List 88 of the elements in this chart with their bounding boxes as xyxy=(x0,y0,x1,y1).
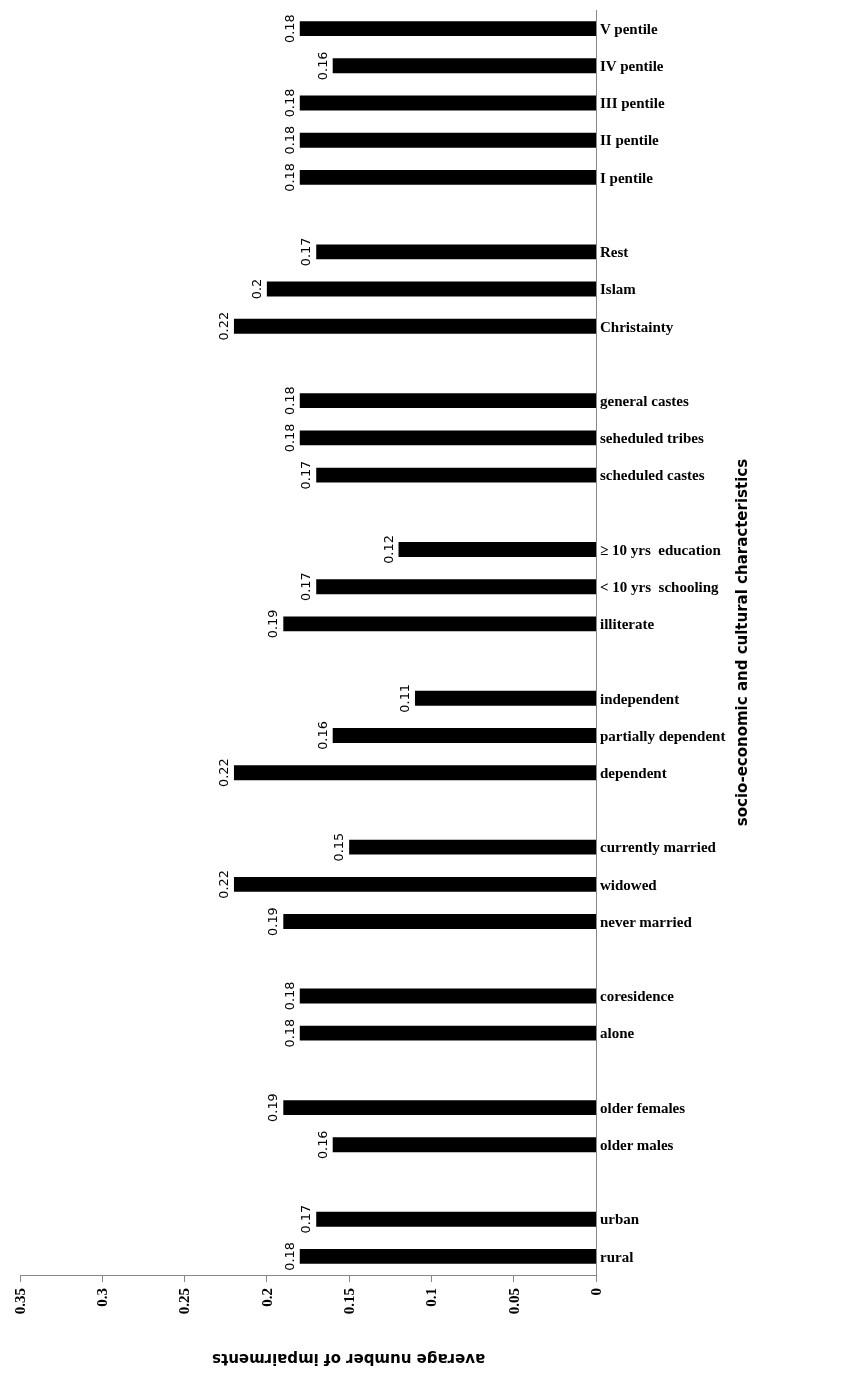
bar xyxy=(398,542,596,557)
y-tick-label: I pentile xyxy=(600,169,654,186)
bar xyxy=(316,579,596,595)
y-tick-label: illiterate xyxy=(600,616,655,633)
data-label: 0.19 xyxy=(265,1093,281,1122)
bar xyxy=(299,95,596,111)
data-label: 0.2 xyxy=(248,278,264,300)
data-label: 0.18 xyxy=(281,1018,297,1048)
data-label: 0.22 xyxy=(215,311,231,341)
bar xyxy=(266,281,596,297)
data-label: 0.19 xyxy=(265,907,281,936)
data-label: 0.16 xyxy=(314,1130,330,1160)
x-tick-label: 0.1 xyxy=(423,1288,440,1307)
y-tick-label: older females xyxy=(600,1099,686,1116)
data-label: 0.18 xyxy=(281,386,297,415)
y-tick-label: widowed xyxy=(600,876,658,893)
data-label: 0.18 xyxy=(281,1242,297,1271)
bar xyxy=(332,728,596,743)
bar xyxy=(299,430,596,446)
data-label: 0.17 xyxy=(298,572,314,602)
bar xyxy=(414,690,596,706)
x-tick-label: 0.05 xyxy=(505,1288,522,1315)
bar xyxy=(283,616,596,632)
data-label: 0.11 xyxy=(396,683,412,713)
y-tick-label: V pentile xyxy=(600,20,658,37)
y-tick-label: never married xyxy=(600,913,693,930)
x-tick-label: 0.2 xyxy=(258,1288,275,1307)
data-label: 0.18 xyxy=(281,14,297,43)
data-label: 0.18 xyxy=(281,88,297,118)
bar xyxy=(233,876,596,892)
y-tick-label: general castes xyxy=(600,392,689,409)
y-tick-label: Christainty xyxy=(600,318,674,335)
y-tick-label: II pentile xyxy=(600,132,660,149)
bar xyxy=(299,169,596,185)
y-tick-label: alone xyxy=(600,1025,635,1042)
x-tick-label: 0.15 xyxy=(341,1288,358,1315)
y-tick-label: independent xyxy=(600,690,680,707)
data-label: 0.18 xyxy=(281,981,297,1011)
bar xyxy=(299,1025,596,1041)
bar xyxy=(299,1248,596,1264)
data-label: 0.22 xyxy=(215,758,231,788)
data-label: 0.19 xyxy=(265,609,281,639)
data-label: 0.18 xyxy=(281,163,297,192)
x-tick-label: 0 xyxy=(587,1288,604,1296)
y-tick-label: seheduled tribes xyxy=(600,430,704,447)
data-label: 0.12 xyxy=(380,535,396,564)
bar xyxy=(316,467,596,483)
data-label: 0.22 xyxy=(215,870,231,899)
y-tick-label: ≥ 10 yrs education xyxy=(600,541,722,558)
bar xyxy=(283,1100,596,1116)
data-label: 0.17 xyxy=(298,237,314,267)
x-tick-label: 0.35 xyxy=(11,1288,28,1315)
bar xyxy=(299,132,596,148)
y-tick-label: Islam xyxy=(600,281,637,298)
x-tick-label: 0.3 xyxy=(94,1288,111,1307)
x-axis-title: average number of impairments xyxy=(212,1350,486,1368)
data-label: 0.16 xyxy=(314,721,330,750)
bar xyxy=(299,988,596,1004)
y-tick-label: Rest xyxy=(600,244,629,261)
bar xyxy=(316,1211,596,1227)
bar xyxy=(233,765,596,781)
y-axis-title: socio-economic and cultural characteristics xyxy=(733,458,752,827)
y-tick-label: scheduled castes xyxy=(600,467,705,484)
data-label: 0.16 xyxy=(314,51,330,81)
x-tick-label: 0.25 xyxy=(176,1288,193,1315)
y-tick-label: rural xyxy=(600,1248,634,1265)
bar xyxy=(349,839,596,855)
bar xyxy=(283,914,596,929)
y-tick-label: urban xyxy=(600,1211,640,1228)
y-tick-label: IV pentile xyxy=(600,58,664,75)
y-tick-label: partially dependent xyxy=(600,727,726,744)
bar xyxy=(316,244,596,260)
y-tick-label: currently married xyxy=(600,839,717,856)
bar xyxy=(299,393,596,409)
data-label: 0.15 xyxy=(331,832,347,862)
y-tick-label: III pentile xyxy=(600,95,665,112)
bar xyxy=(332,58,596,74)
y-tick-label: coresidence xyxy=(600,988,675,1005)
data-label: 0.18 xyxy=(281,423,297,453)
bar xyxy=(332,1137,596,1153)
data-label: 0.18 xyxy=(281,125,297,155)
bar xyxy=(233,318,596,334)
y-tick-label: < 10 yrs schooling xyxy=(600,578,720,595)
y-tick-label: dependent xyxy=(600,764,667,781)
y-tick-label: older males xyxy=(600,1137,674,1154)
data-label: 0.17 xyxy=(298,1204,314,1234)
data-label: 0.17 xyxy=(298,460,314,490)
bar xyxy=(299,21,596,37)
